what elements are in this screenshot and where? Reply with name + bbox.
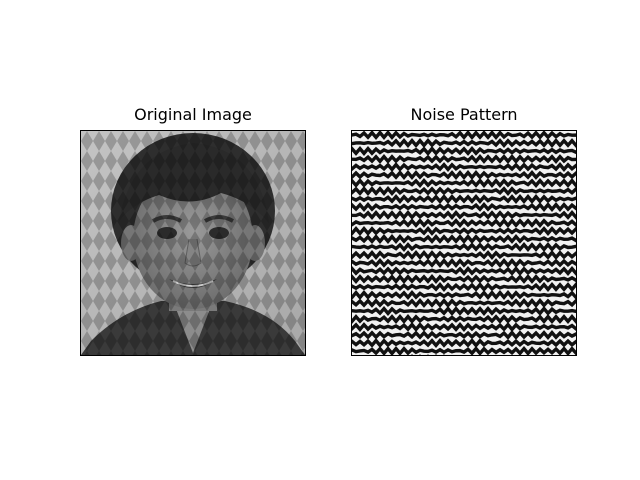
noise-stripe (352, 201, 576, 213)
noise-stripe (352, 161, 576, 172)
noise-stripe (352, 137, 576, 149)
noise-stripe (352, 233, 576, 245)
noise-stripe (352, 305, 576, 317)
noise-stripe (352, 313, 576, 325)
noise-pattern-title: Noise Pattern (410, 105, 518, 124)
noise-stripe (352, 193, 576, 205)
noise-stripe (352, 131, 576, 141)
noise-stripe (352, 225, 576, 237)
original-image-panel (80, 130, 306, 356)
noise-stripe (352, 281, 576, 293)
original-image-title: Original Image (134, 105, 252, 124)
noise-stripe (352, 297, 576, 309)
noise-stripe (352, 169, 576, 181)
noise-stripe (352, 273, 576, 285)
original-image (81, 131, 305, 355)
screen-pattern (81, 131, 305, 355)
noise-pattern (352, 131, 576, 355)
noise-stripe (352, 289, 576, 301)
noise-stripe (352, 177, 576, 189)
noise-stripe (352, 338, 576, 349)
noise-stripe (352, 329, 576, 341)
noise-stripe (352, 345, 576, 355)
noise-stripe (352, 257, 576, 269)
noise-stripe (352, 185, 576, 197)
noise-stripe (352, 217, 576, 229)
noise-stripe (352, 145, 576, 157)
noise-pattern-panel (351, 130, 577, 356)
noise-stripe (352, 249, 576, 261)
noise-stripe (352, 209, 576, 221)
noise-stripe (352, 153, 576, 165)
noise-stripe (352, 241, 576, 253)
noise-stripe (352, 265, 576, 276)
noise-stripe (352, 321, 576, 333)
